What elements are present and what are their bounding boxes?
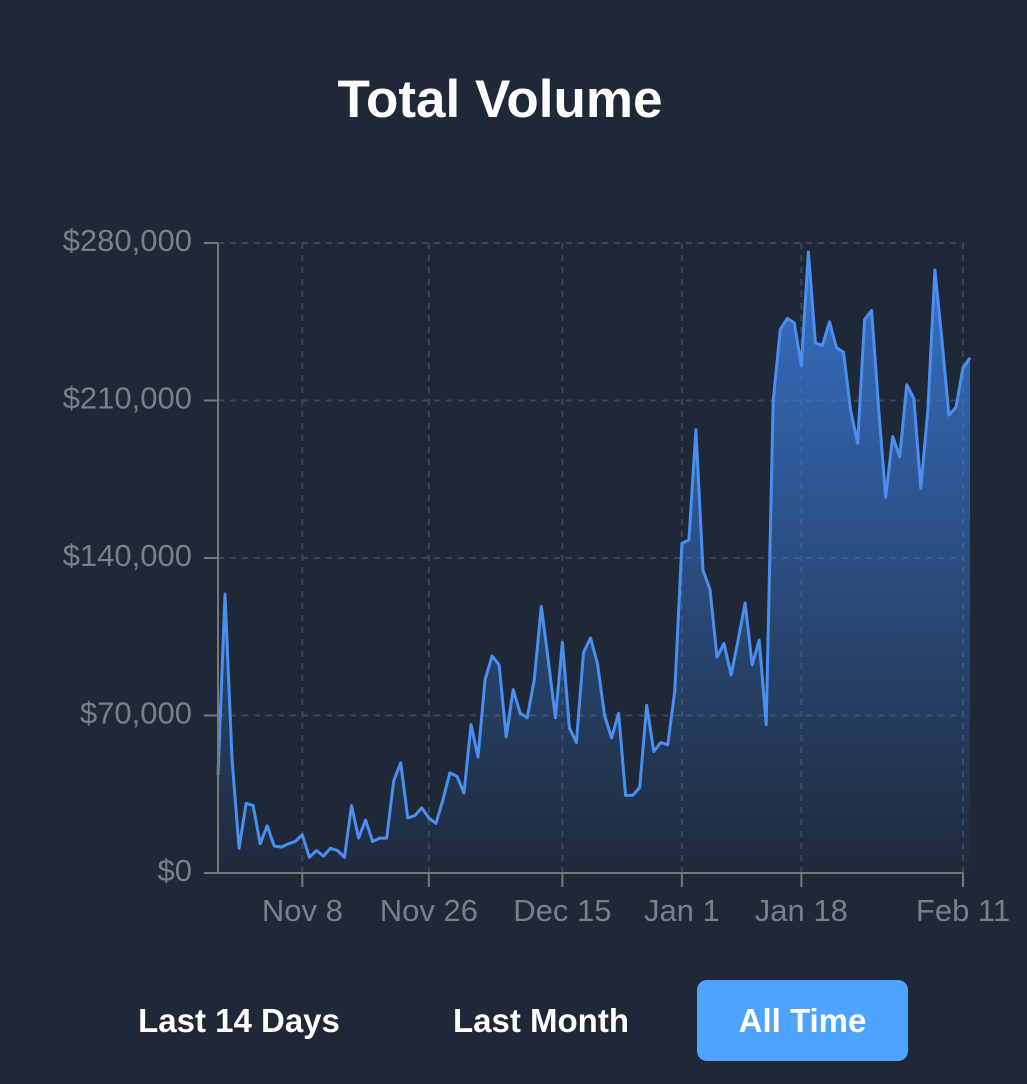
- chart: Total Volume $0 $70,000 $140,000 $210,000 $2…: [63, 70, 1010, 928]
- range-button[interactable]: Last 14 Days: [138, 1001, 340, 1039]
- x-tick-label: Jan 1: [644, 893, 720, 928]
- area: [218, 252, 971, 873]
- x-tick-label: Feb 11: [916, 893, 1010, 928]
- y-tick-label: $70,000: [80, 696, 192, 731]
- range-button[interactable]: Last Month: [453, 1001, 629, 1039]
- y-tick-label: $140,000: [63, 538, 192, 573]
- x-tick-label: Nov 26: [380, 893, 478, 928]
- x-tick-label: Jan 18: [755, 893, 848, 928]
- chart-title: Total Volume: [338, 70, 663, 129]
- y-tick-label: $210,000: [63, 381, 192, 416]
- line: [216, 250, 972, 859]
- x-tick-label: Nov 8: [262, 893, 343, 928]
- x-tick-label: Dec 15: [513, 893, 611, 928]
- y-tick-label: $280,000: [63, 223, 192, 258]
- y-tick-label: $0: [158, 853, 192, 888]
- range-button[interactable]: All Time: [697, 980, 908, 1061]
